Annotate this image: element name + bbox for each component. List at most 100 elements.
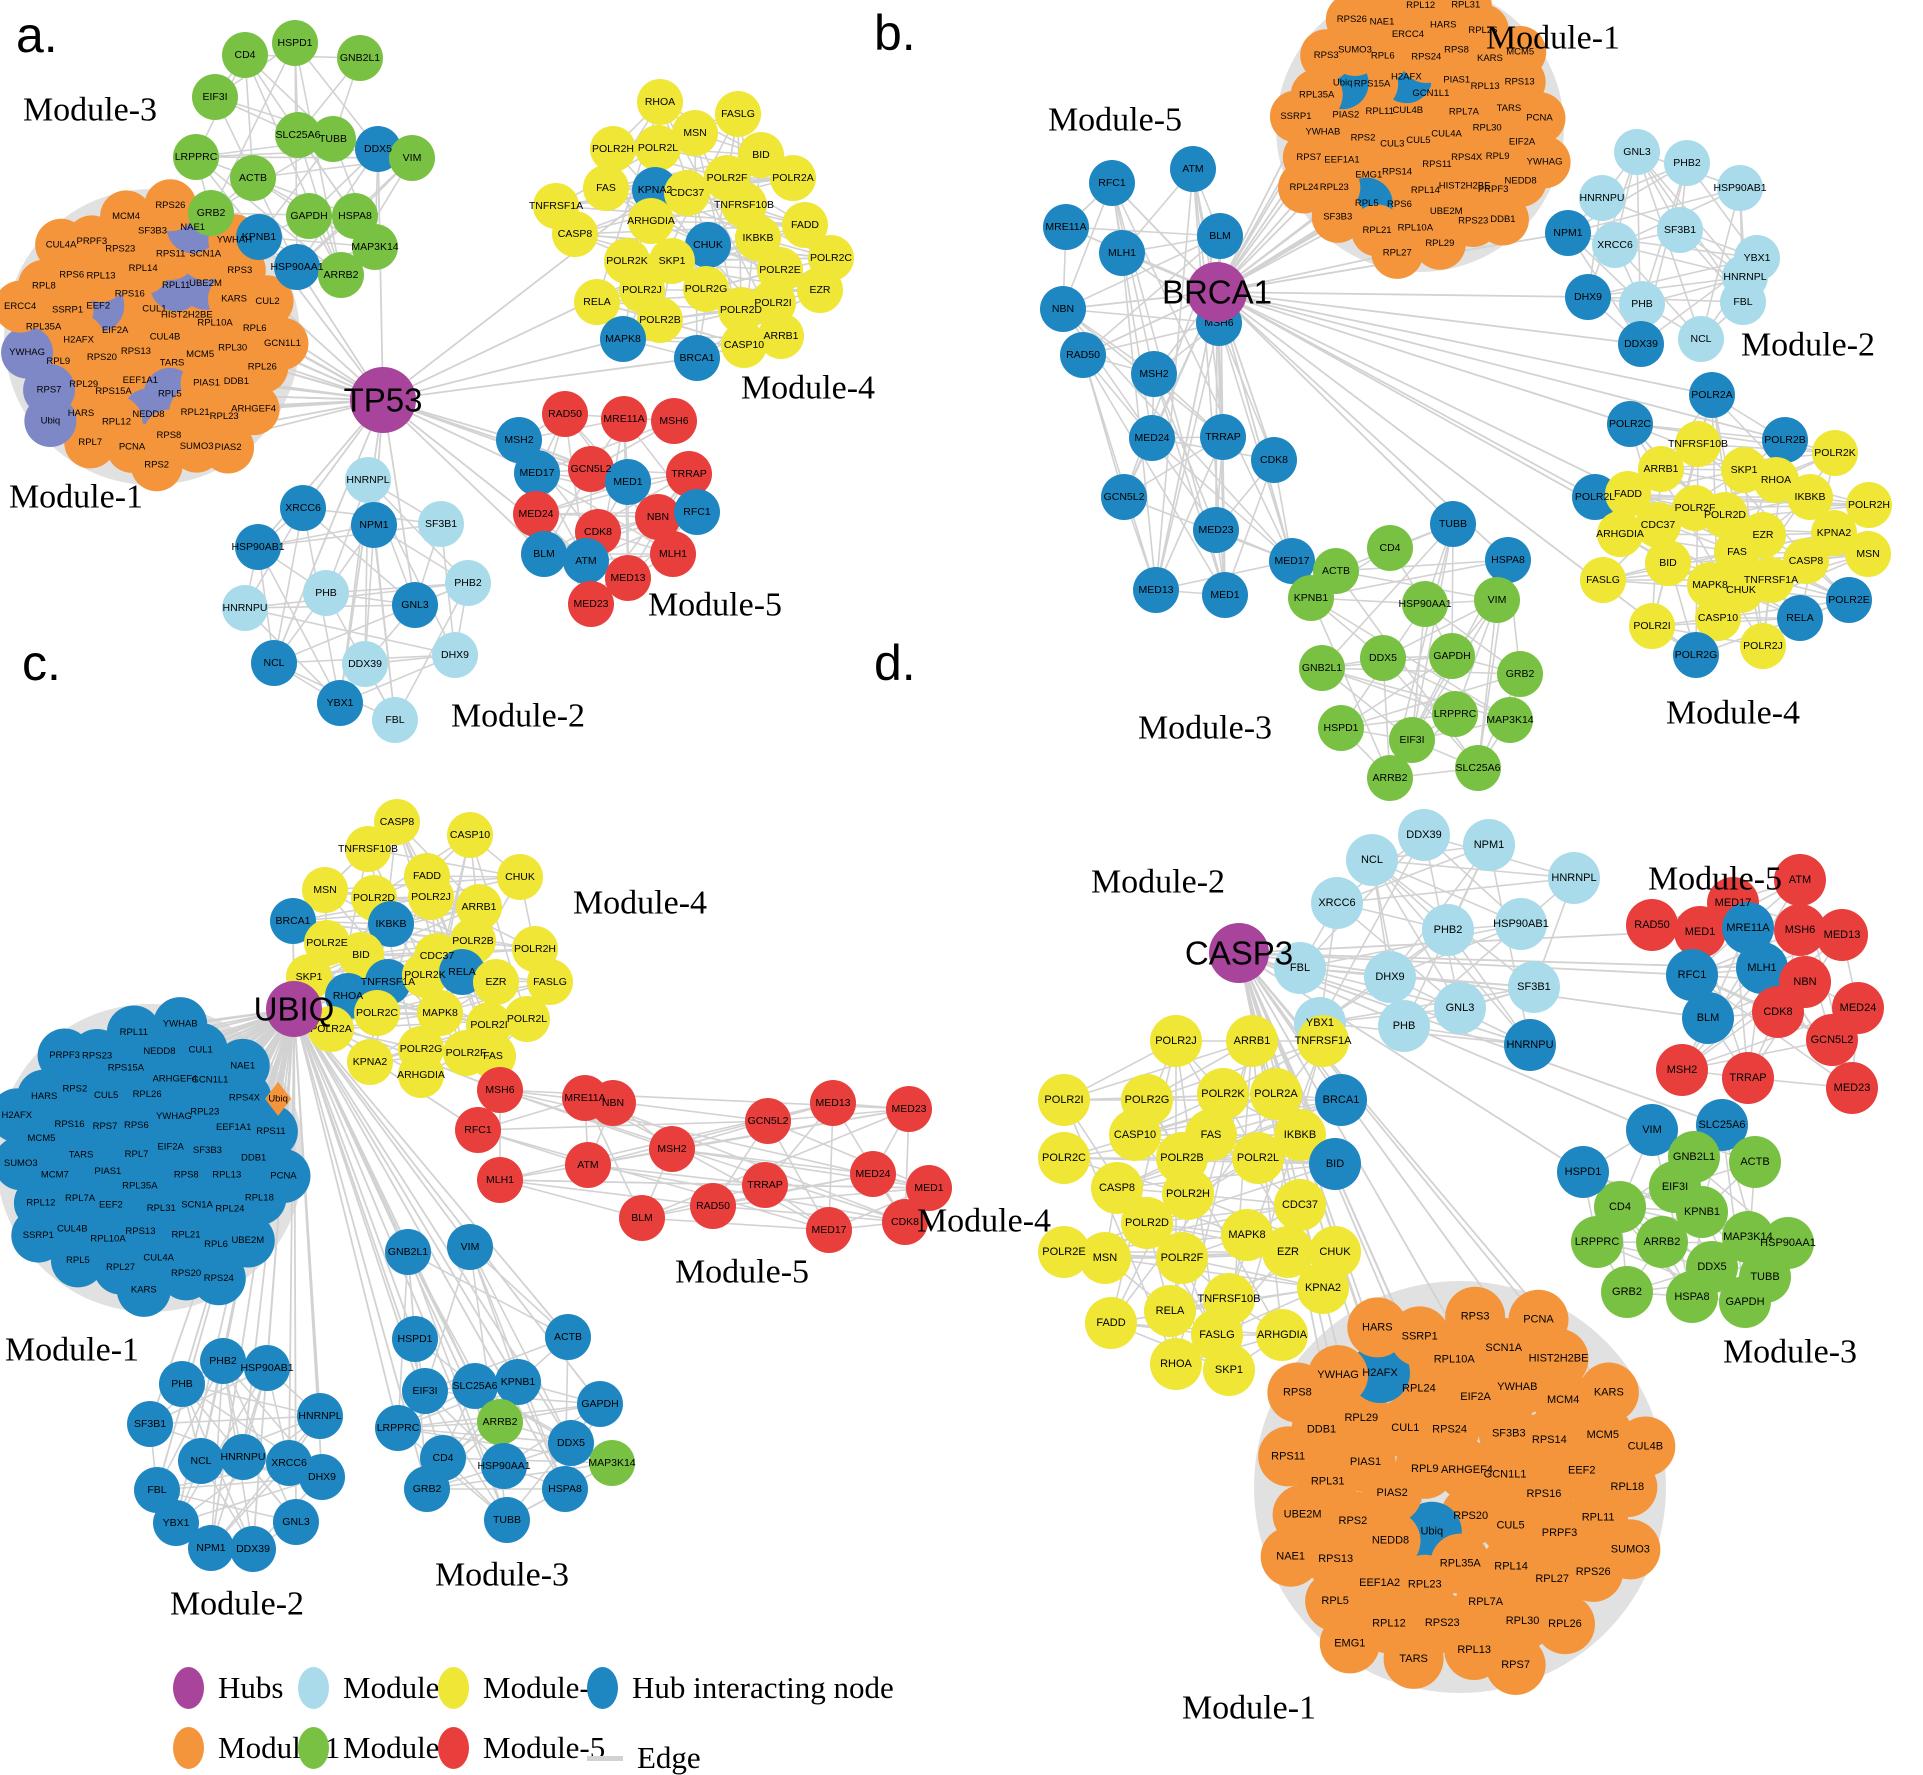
node-label: GNL3 [1623,146,1651,158]
node-label: XRCC6 [285,502,321,514]
node-label: RPS6 [1387,199,1412,210]
network-node [721,322,767,368]
edge [175,1367,268,1524]
node-label: TNFRSF1A [1295,1035,1353,1047]
node-label: RPS23 [105,243,135,254]
node-label: HSPA8 [1674,1291,1709,1303]
network-node [188,1525,234,1571]
node-label: MRE11A [564,1092,605,1104]
node-label: PHB [171,1378,193,1390]
network-node [589,1440,635,1486]
hub-label: TP53 [344,382,423,419]
network-node [574,279,620,325]
network-node [1371,226,1424,279]
node-label: TRRAP [1729,1072,1766,1084]
node-label: RPL7A [65,1193,96,1204]
network-node [542,1466,588,1512]
edge [156,1489,297,1523]
node-label: POLR2H [592,143,634,155]
node-label: POLR2C [1609,418,1651,430]
network-node [548,1420,594,1466]
panel-letter-d: d. [874,635,916,691]
node-label: CASP8 [1789,555,1824,567]
node-label: PHB [315,587,337,599]
network-node [1736,942,1788,994]
network-node [649,238,695,284]
node-label: RPL5 [158,388,182,399]
node-label: RPL30 [218,342,247,353]
network-node [1038,1074,1090,1126]
network-node [619,1195,665,1241]
node-label: GRB2 [197,207,226,219]
node-label: NAE1 [180,222,205,233]
network-node [251,640,297,686]
node-label: SF3B1 [134,1418,166,1430]
node-label: RAD50 [696,1200,730,1212]
edge [1477,599,1498,769]
hub-edge [293,1008,416,1340]
network-node [1267,1362,1328,1423]
node-label: SF3B1 [1664,224,1696,236]
network-node [50,1233,105,1288]
network-node [1378,1000,1430,1052]
node-label: ERCC4 [1392,29,1424,40]
node-label: RPL24 [1290,182,1319,193]
network-node [583,165,629,211]
node-label: RPS23 [1425,1617,1460,1629]
network-node [432,632,478,678]
network-node [418,501,464,547]
node-label: HSP90AB1 [231,541,284,553]
edge [1567,162,1688,234]
network-node [1430,501,1476,547]
network-node [398,1052,444,1098]
node-label: KARS [1594,1387,1624,1399]
node-label: PRPF3 [1542,1527,1577,1539]
node-label: RPL8 [32,280,56,291]
module-label: Module-3 [1138,710,1272,747]
node-label: CD4 [432,1452,453,1464]
network-node [1422,904,1474,956]
node-label: HSPD1 [277,37,312,49]
node-label: RPL9 [1411,1463,1439,1475]
node-label: PIAS1 [94,1166,121,1177]
node-label: H2AFX [1391,72,1422,83]
node-label: RPL9 [1486,151,1510,162]
node-label: FBL [385,714,404,726]
node-label: RHOA [1761,474,1791,486]
network-node [1722,1052,1774,1104]
node-label: HARS [31,1091,57,1102]
node-label: FADD [1614,488,1642,500]
hub-edge [382,189,656,401]
node-label: RPL14 [1411,185,1440,196]
network-node [1038,1226,1090,1278]
node-label: TUBB [493,1514,521,1526]
node-label: RPS26 [155,200,185,211]
node-label: ATM [575,555,596,567]
node-label: FAS [1201,1129,1222,1141]
node-label: TNFRSF10B [338,843,398,855]
network-node [1262,1226,1314,1278]
node-label: FADD [1096,1317,1125,1329]
edge [764,1184,930,1189]
node-label: IKBKB [376,918,407,930]
network-node [256,1149,311,1204]
hub-label: BRCA1 [1162,274,1272,311]
node-label: BLM [631,1212,653,1224]
network-node [153,1500,199,1546]
node-label: CUL4A [1431,128,1462,139]
node-label: NAE1 [1276,1551,1305,1563]
network-node [1626,899,1678,951]
node-label: PCNA [270,1171,297,1182]
hub-edge [382,338,624,401]
node-label: CASP8 [1099,1182,1135,1194]
node-label: CD4 [1379,542,1400,554]
node-label: GRB2 [1612,1286,1642,1298]
node-label: YWHAB [1497,1381,1537,1393]
node-label: MLH1 [659,548,687,560]
node-label: GCN5L2 [748,1115,789,1127]
node-label: TARS [1497,103,1522,114]
node-label: RPS3 [1314,50,1339,61]
node-label: KARS [1477,53,1503,64]
network-node [1487,697,1533,743]
node-label: RPL7A [1468,1596,1504,1608]
